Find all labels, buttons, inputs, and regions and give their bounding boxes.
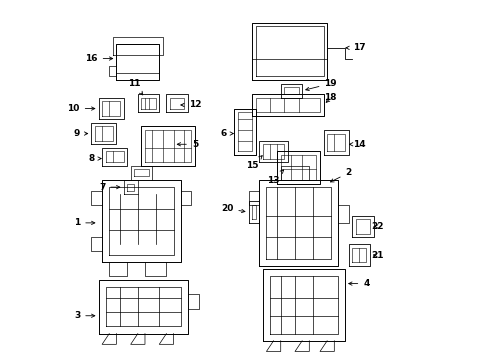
Text: 7: 7 (99, 183, 120, 192)
Text: 18: 18 (324, 93, 337, 102)
Text: 11: 11 (128, 79, 143, 95)
Text: 21: 21 (371, 251, 383, 260)
Text: 10: 10 (67, 104, 95, 113)
Text: 6: 6 (220, 129, 233, 138)
Text: 3: 3 (74, 311, 95, 320)
Text: 17: 17 (346, 43, 366, 52)
Text: 22: 22 (371, 222, 383, 231)
Text: 16: 16 (85, 54, 113, 63)
Text: 9: 9 (74, 129, 88, 138)
Text: 19: 19 (306, 79, 337, 91)
Text: 2: 2 (330, 168, 352, 182)
Text: 20: 20 (221, 204, 245, 213)
Text: 8: 8 (88, 154, 101, 163)
Text: 13: 13 (268, 170, 284, 185)
Text: 12: 12 (181, 100, 201, 109)
Text: 4: 4 (349, 279, 369, 288)
Text: 1: 1 (74, 219, 95, 228)
Text: 14: 14 (349, 140, 366, 149)
Text: 15: 15 (246, 156, 262, 170)
Text: 5: 5 (177, 140, 198, 149)
